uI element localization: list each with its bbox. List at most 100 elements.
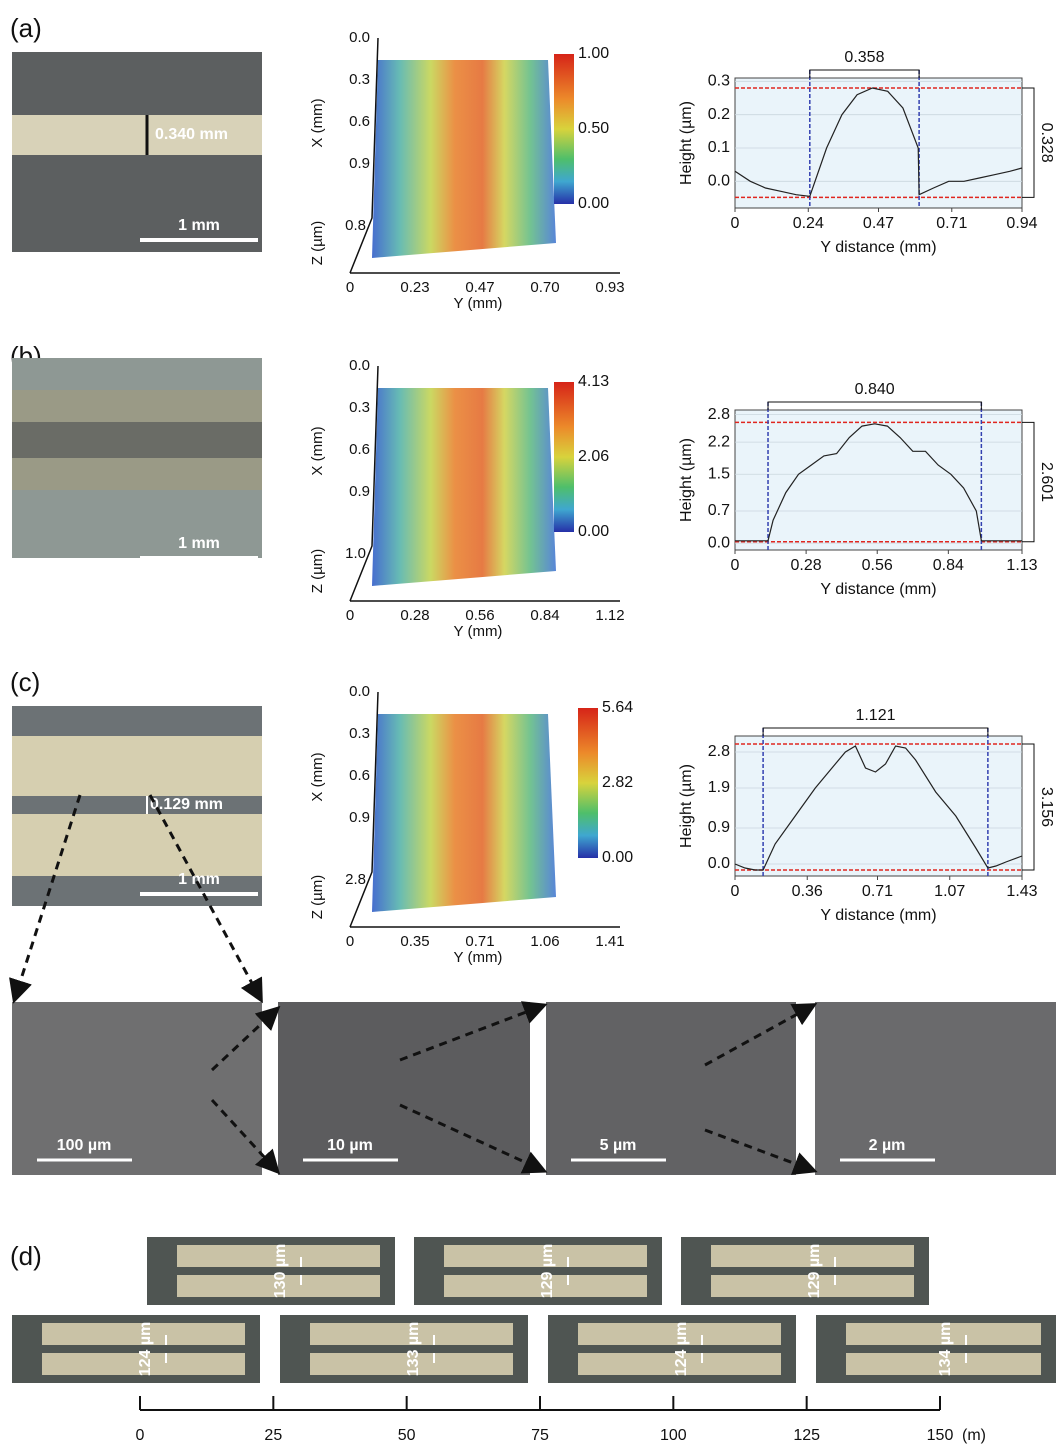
x-tick-label: 0.71 — [936, 215, 967, 232]
zoom-arrow — [704, 1128, 818, 1175]
y-tick-label: 0.3 — [708, 73, 730, 90]
gap-label: 133 µm — [405, 1322, 422, 1377]
sem-image — [546, 1002, 796, 1175]
y-tick-label: 1.5 — [708, 465, 730, 482]
colorbar-label: 0.50 — [578, 120, 609, 137]
height-value: 2.601 — [1038, 462, 1055, 502]
track — [444, 1275, 647, 1297]
track — [177, 1275, 380, 1297]
surface-axis — [349, 365, 379, 602]
track — [711, 1245, 914, 1267]
surface-z-tick: 2.8 — [345, 871, 366, 888]
plot-area — [734, 735, 1023, 877]
width-value: 0.358 — [844, 49, 884, 66]
colorbar — [554, 382, 574, 532]
width-value: 0.840 — [855, 381, 895, 398]
zoom-arrow — [399, 1103, 548, 1174]
sem-scale-label: 100 µm — [57, 1137, 112, 1154]
surface-z-title: Z (µm) — [309, 221, 326, 265]
x-axis-title: Y distance (mm) — [820, 581, 936, 598]
axis-tick-label: 150 — [927, 1427, 954, 1444]
track — [578, 1323, 781, 1345]
surface-x-title: X (mm) — [309, 752, 326, 801]
surface-y-tick: 1.12 — [595, 607, 624, 624]
surface-y-tick: 1.41 — [595, 933, 624, 950]
track — [578, 1353, 781, 1375]
surface-z-title: Z (µm) — [309, 549, 326, 593]
axis-tick-label: 0 — [136, 1427, 145, 1444]
y-axis-title: Height (µm) — [678, 764, 695, 848]
gap-label: 129 µm — [806, 1244, 823, 1299]
zoom-arrow — [210, 1098, 281, 1175]
x-tick-label: 1.43 — [1006, 883, 1037, 900]
y-tick-label: 2.8 — [708, 406, 730, 423]
zoom-arrow — [9, 794, 82, 1004]
zoom-arrow — [148, 794, 263, 1004]
axis-tick-label: 50 — [398, 1427, 416, 1444]
y-tick-label: 1.9 — [708, 779, 730, 796]
surface-y-tick: 0.71 — [465, 933, 494, 950]
profile-line — [734, 87, 1023, 197]
surface-x-tick: 0.0 — [349, 29, 370, 46]
plot-area — [734, 409, 1023, 551]
surface-z-tick: 1.0 — [345, 545, 366, 562]
y-tick-label: 0.0 — [708, 173, 730, 190]
colorbar-label: 5.64 — [602, 699, 633, 716]
plot-area — [734, 77, 1023, 209]
surface-axis — [349, 37, 379, 274]
y-tick-label: 2.8 — [708, 743, 730, 760]
panel-label: (d) — [10, 1241, 42, 1271]
profile-line — [735, 423, 1022, 542]
width-bracket — [762, 727, 989, 736]
surface-y-tick: 0 — [346, 933, 354, 950]
track — [12, 814, 262, 876]
surface-y-tick: 0.70 — [530, 279, 559, 296]
surface-x-tick: 0.9 — [349, 809, 370, 826]
x-tick-label: 0.36 — [792, 883, 823, 900]
width-bracket — [767, 401, 982, 410]
x-tick-label: 0.24 — [793, 215, 824, 232]
track — [177, 1245, 380, 1267]
y-axis-title: Height (µm) — [678, 438, 695, 522]
gap-label: 134 µm — [937, 1322, 954, 1377]
profile-line — [734, 745, 1023, 871]
surface-y-tick: 0.93 — [595, 279, 624, 296]
x-tick-label: 0.84 — [933, 557, 964, 574]
surface-x-tick: 0.9 — [349, 155, 370, 172]
colorbar-label: 0.00 — [578, 523, 609, 540]
track — [310, 1323, 513, 1345]
surface-y-title: Y (mm) — [454, 623, 503, 640]
surface-x-tick: 0.6 — [349, 441, 370, 458]
x-tick-label: 0.56 — [862, 557, 893, 574]
axis-tick-label: 125 — [793, 1427, 820, 1444]
width-label: 0.340 mm — [155, 126, 228, 143]
axis-tick-label: 75 — [531, 1427, 549, 1444]
surface-y-title: Y (mm) — [454, 949, 503, 966]
zoom-arrow — [704, 1003, 818, 1067]
surface-x-tick: 0.6 — [349, 767, 370, 784]
scale-label: 1 mm — [178, 535, 220, 552]
gap-label: 130 µm — [272, 1244, 289, 1299]
x-axis-title: Y distance (mm) — [820, 907, 936, 924]
surface-x-tick: 0.3 — [349, 399, 370, 416]
y-tick-label: 0.0 — [708, 534, 730, 551]
surface-x-tick: 0.9 — [349, 483, 370, 500]
track — [12, 115, 262, 155]
x-tick-label: 0.94 — [1006, 215, 1037, 232]
x-tick-label: 1.13 — [1006, 557, 1037, 574]
x-tick-label: 0.71 — [862, 883, 893, 900]
sem-image — [12, 1002, 262, 1175]
surface-axis — [349, 691, 379, 928]
surface-y-tick: 0.23 — [400, 279, 429, 296]
axis-unit: (m) — [962, 1427, 986, 1444]
height-value: 3.156 — [1038, 787, 1055, 827]
width-label: 0.129 mm — [150, 796, 223, 813]
surface-x-tick: 0.3 — [349, 71, 370, 88]
height-bracket — [1022, 421, 1035, 543]
track — [711, 1275, 914, 1297]
gap-label: 124 µm — [137, 1322, 154, 1377]
surface-x-tick: 0.6 — [349, 113, 370, 130]
x-tick-label: 0.47 — [863, 215, 894, 232]
surface-y-tick: 0.35 — [400, 933, 429, 950]
